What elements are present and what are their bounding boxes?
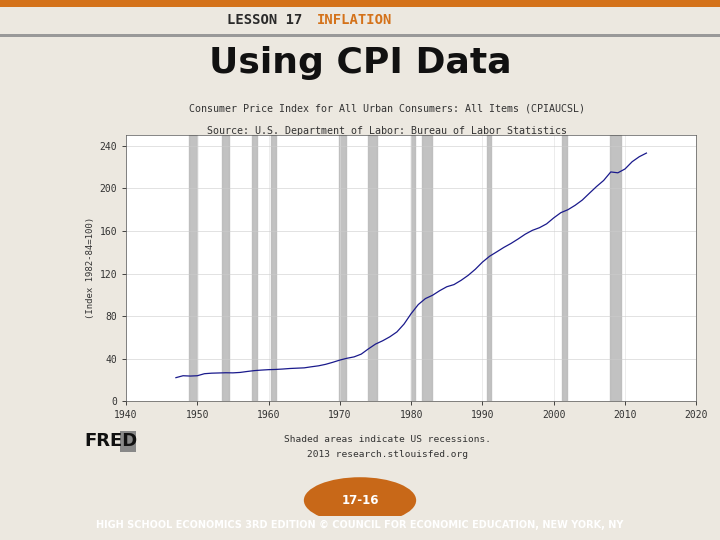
Bar: [487, 135, 491, 401]
Text: 17-16: 17-16: [341, 494, 379, 507]
Bar: [189, 135, 197, 401]
Text: Using CPI Data: Using CPI Data: [209, 46, 511, 80]
Y-axis label: (Index 1982-84=100): (Index 1982-84=100): [86, 217, 95, 319]
Bar: [562, 135, 567, 401]
Bar: [339, 135, 346, 401]
Text: Shaded areas indicate US recessions.: Shaded areas indicate US recessions.: [284, 435, 490, 444]
Text: LESSON 17: LESSON 17: [227, 13, 302, 27]
Bar: [411, 135, 415, 401]
Ellipse shape: [304, 477, 416, 523]
Bar: [252, 135, 257, 401]
Bar: [422, 135, 432, 401]
Text: HIGH SCHOOL ECONOMICS 3RD EDITION © COUNCIL FOR ECONOMIC EDUCATION, NEW YORK, NY: HIGH SCHOOL ECONOMICS 3RD EDITION © COUN…: [96, 520, 624, 530]
Bar: [0, 0, 720, 6]
Text: 2013 research.stlouisfed.org: 2013 research.stlouisfed.org: [307, 450, 467, 459]
Bar: [368, 135, 377, 401]
Text: Source: U.S. Department of Labor: Bureau of Labor Statistics: Source: U.S. Department of Labor: Bureau…: [207, 126, 567, 136]
Bar: [610, 135, 621, 401]
Bar: [120, 431, 135, 452]
Bar: [222, 135, 229, 401]
Text: INFLATION: INFLATION: [317, 13, 392, 27]
Bar: [271, 135, 276, 401]
Text: Consumer Price Index for All Urban Consumers: All Items (CPIAUCSL): Consumer Price Index for All Urban Consu…: [189, 103, 585, 113]
Bar: [0, 34, 720, 37]
Text: FRED: FRED: [84, 432, 138, 450]
